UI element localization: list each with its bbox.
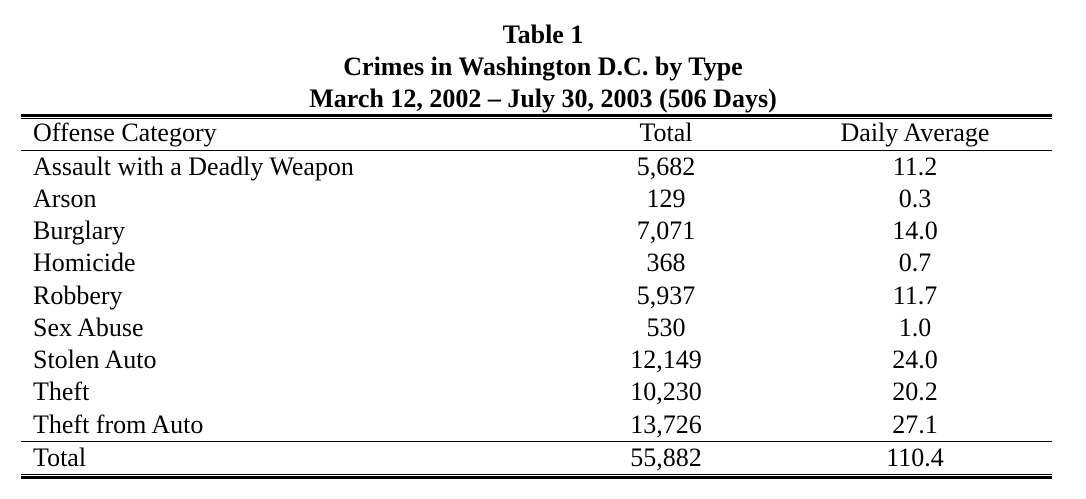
total-cell: 368	[646, 248, 686, 277]
bottom-rule-thick	[21, 476, 1052, 479]
header-offense-category: Offense Category	[33, 118, 217, 147]
top-rule-thin	[21, 118, 1052, 119]
daily-average-cell: 11.7	[892, 281, 938, 310]
daily-average-cell: 24.0	[892, 345, 938, 374]
offense-category-cell: Assault with a Deadly Weapon	[33, 152, 354, 181]
daily-average-cell: 0.7	[898, 248, 932, 277]
offense-category-cell: Theft from Auto	[33, 410, 204, 439]
offense-category-cell: Theft	[33, 377, 90, 406]
offense-category-cell: Robbery	[33, 281, 123, 310]
total-cell: 7,071	[636, 216, 696, 245]
table-row: Assault with a Deadly Weapon 5,682 11.2	[21, 151, 1052, 183]
table-row: Arson 129 0.3	[21, 183, 1052, 215]
grand-total-cell: 55,882	[630, 443, 702, 472]
daily-average-cell: 27.1	[892, 410, 938, 439]
offense-category-cell: Stolen Auto	[33, 345, 157, 374]
bottom-rule-thin	[21, 474, 1052, 475]
table-row: Robbery 5,937 11.7	[21, 280, 1052, 312]
total-cell: 13,726	[630, 410, 702, 439]
table-subtitle: Crimes in Washington D.C. by Type	[343, 52, 743, 81]
total-cell: 10,230	[630, 377, 702, 406]
table-header-row: Offense Category Total Daily Average	[21, 117, 1052, 149]
total-rule	[21, 441, 1052, 442]
table-row: Theft from Auto 13,726 27.1	[21, 409, 1052, 441]
header-total: Total	[639, 118, 693, 147]
total-cell: 129	[646, 184, 686, 213]
table-row: Burglary 7,071 14.0	[21, 215, 1052, 247]
total-cell: 5,682	[636, 152, 696, 181]
grand-daily-average-cell: 110.4	[886, 443, 944, 472]
header-daily-average: Daily Average	[840, 118, 990, 147]
daily-average-cell: 0.3	[898, 184, 932, 213]
total-cell: 12,149	[630, 345, 702, 374]
offense-category-cell: Homicide	[33, 248, 136, 277]
table-row: Homicide 368 0.7	[21, 247, 1052, 279]
table-row: Stolen Auto 12,149 24.0	[21, 344, 1052, 376]
daily-average-cell: 14.0	[892, 216, 938, 245]
daily-average-cell: 1.0	[898, 313, 932, 342]
table-row: Theft 10,230 20.2	[21, 376, 1052, 408]
total-label-cell: Total	[33, 443, 87, 472]
table-row: Sex Abuse 530 1.0	[21, 312, 1052, 344]
table-date-range: March 12, 2002 – July 30, 2003 (506 Days…	[309, 84, 777, 113]
top-rule-thick	[21, 114, 1052, 117]
daily-average-cell: 20.2	[892, 377, 938, 406]
total-cell: 5,937	[636, 281, 696, 310]
offense-category-cell: Sex Abuse	[33, 313, 144, 342]
header-rule	[21, 150, 1052, 151]
daily-average-cell: 11.2	[892, 152, 938, 181]
table-title: Table 1	[502, 20, 584, 49]
offense-category-cell: Burglary	[33, 216, 125, 245]
total-cell: 530	[646, 313, 686, 342]
table-total-row: Total 55,882 110.4	[21, 442, 1052, 474]
offense-category-cell: Arson	[33, 184, 97, 213]
